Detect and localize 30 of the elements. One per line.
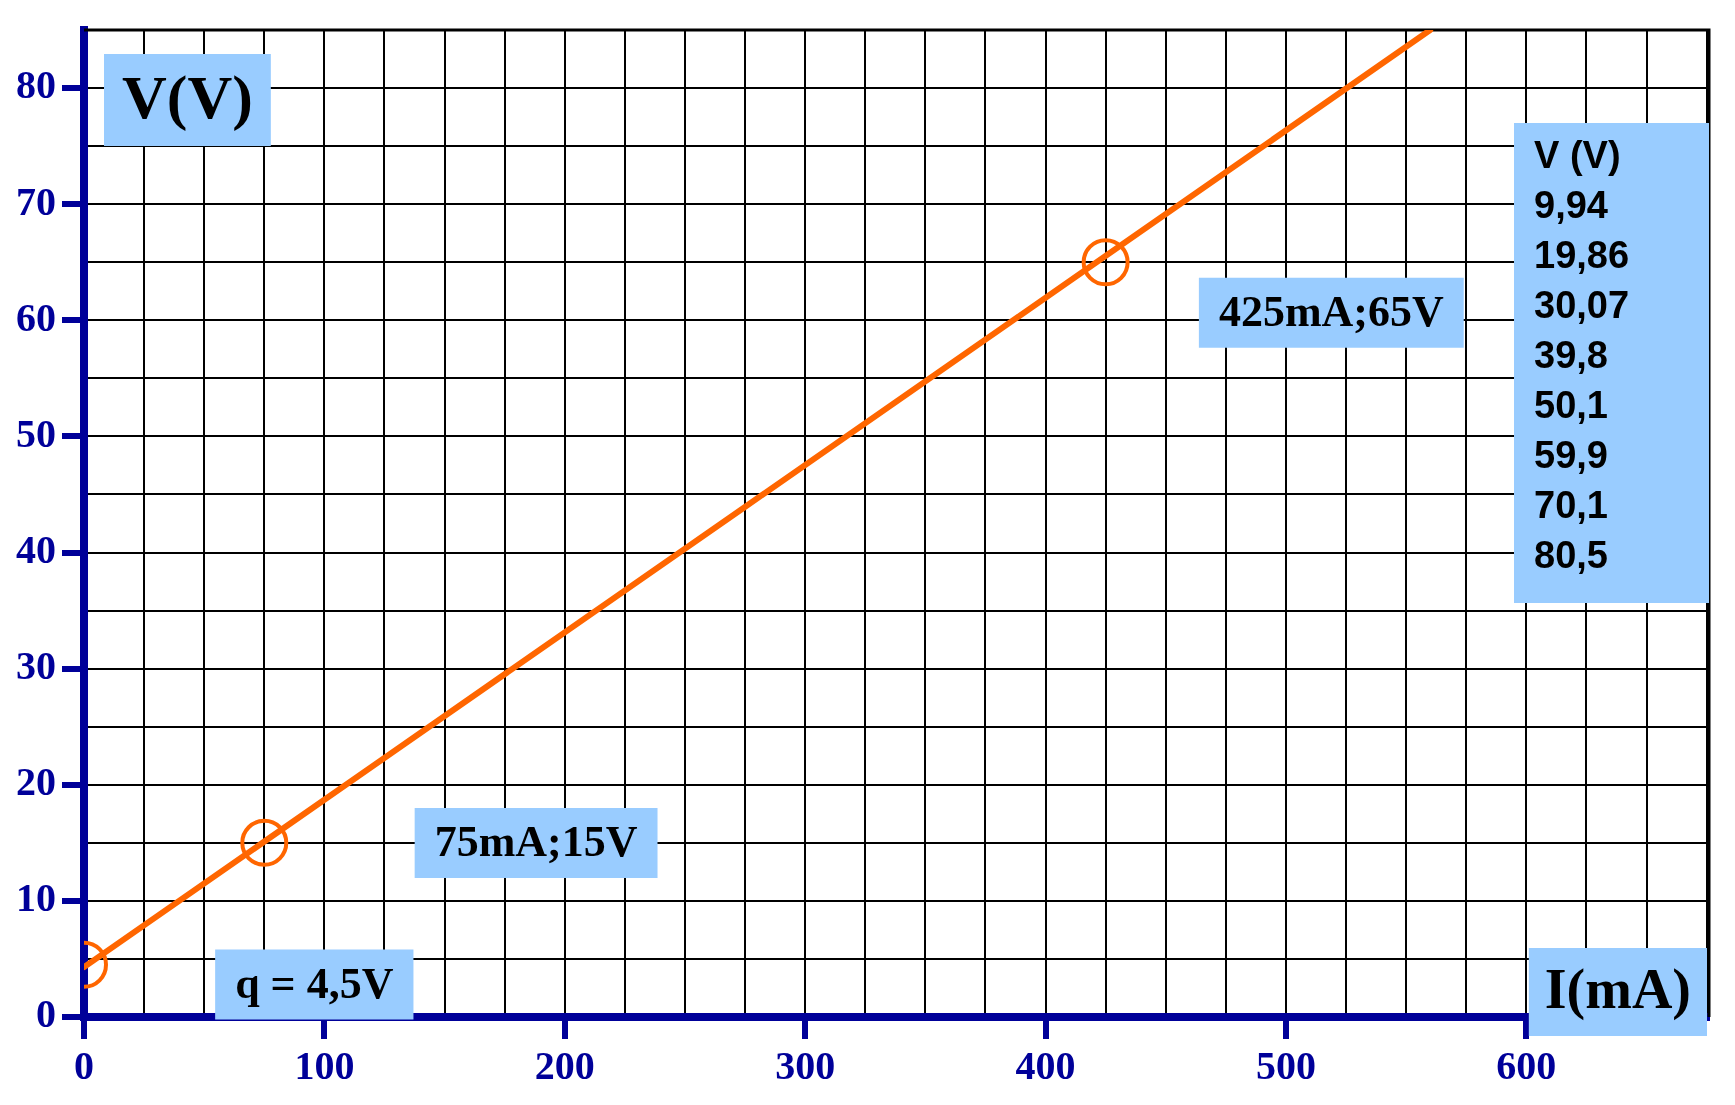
x-tick-label: 100	[294, 1043, 355, 1089]
x-tick-label: 400	[1015, 1043, 1076, 1089]
annotation: 80,5	[1534, 534, 1608, 577]
annotation: q = 4,5V	[235, 958, 394, 1008]
y-tick-label: 70	[16, 178, 56, 224]
x-tick-label: 300	[775, 1043, 836, 1089]
y-axis-title: V(V)	[122, 63, 253, 133]
x-tick-label: 200	[534, 1043, 595, 1089]
annotation: 425mA;65V	[1218, 287, 1444, 337]
y-tick-label: 40	[16, 526, 56, 572]
annotation: 59,9	[1534, 434, 1608, 477]
annotation: 50,1	[1534, 384, 1608, 427]
annotation: 9,94	[1534, 184, 1608, 227]
annotation: 19,86	[1534, 234, 1630, 277]
annotation: 30,07	[1534, 284, 1630, 327]
y-tick-label: 50	[16, 410, 56, 456]
annotation: 75mA;15V	[434, 817, 638, 867]
x-tick-label: 0	[74, 1043, 94, 1089]
y-tick-label: 80	[16, 62, 56, 108]
annotation: 39,8	[1534, 334, 1608, 377]
y-tick-label: 10	[16, 875, 56, 921]
y-tick-label: 0	[36, 991, 56, 1037]
annotation: 70,1	[1534, 484, 1608, 527]
y-tick-label: 60	[16, 294, 56, 340]
annotation: V (V)	[1534, 134, 1621, 177]
x-tick-label: 600	[1496, 1043, 1557, 1089]
y-tick-label: 30	[16, 642, 56, 688]
x-axis-title: I(mA)	[1544, 958, 1692, 1022]
y-tick-label: 20	[16, 759, 56, 805]
x-tick-label: 500	[1255, 1043, 1316, 1089]
